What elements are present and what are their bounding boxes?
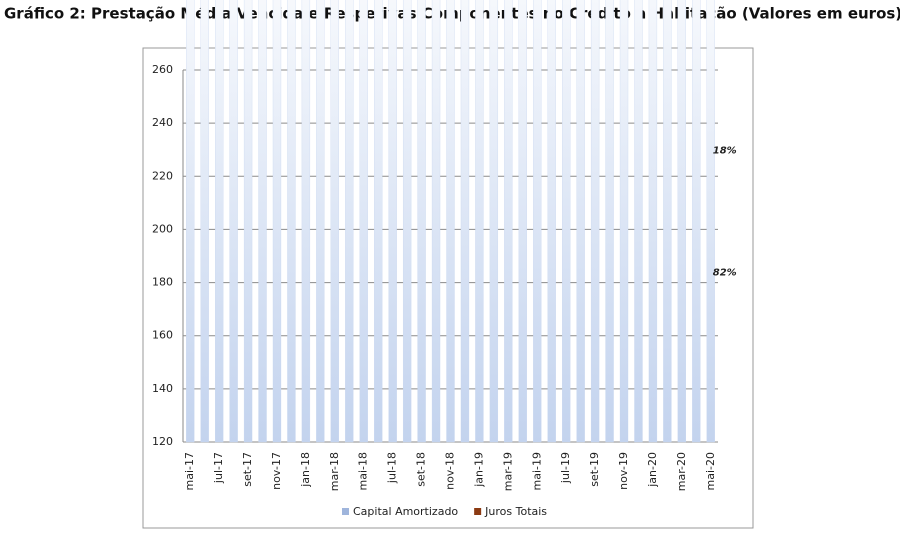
- x-tick-label: mai-18: [357, 452, 370, 490]
- y-tick-label: 240: [152, 116, 173, 129]
- legend-label: Juros Totais: [484, 505, 547, 518]
- y-tick-label: 160: [152, 329, 173, 342]
- x-tick-label: mai-20: [704, 452, 717, 490]
- x-tick-label: jan-20: [646, 452, 659, 488]
- bar-segment: [504, 0, 513, 443]
- bar-segment: [243, 0, 253, 443]
- bar-segment: [417, 0, 426, 443]
- y-tick-label: 140: [152, 382, 173, 395]
- bar-segment: [388, 0, 397, 443]
- legend-swatch: [342, 508, 349, 515]
- bar-segment: [186, 0, 195, 443]
- bar-segment: [489, 0, 499, 443]
- x-tick-label: jan-18: [299, 452, 312, 488]
- x-tick-label: mar-20: [675, 452, 688, 491]
- bar-segment: [692, 0, 701, 443]
- bar-segment: [562, 0, 571, 443]
- x-tick-label: jul-17: [212, 452, 225, 484]
- bar-segment: [214, 0, 224, 443]
- bar-segment: [475, 0, 484, 443]
- bar-segment: [330, 0, 339, 443]
- bar-segment: [431, 0, 441, 443]
- x-tick-label: mai-19: [530, 452, 543, 490]
- y-tick-label: 200: [152, 222, 173, 235]
- bar-segment: [518, 0, 527, 443]
- x-tick-label: jan-19: [472, 452, 485, 488]
- x-tick-label: jul-19: [559, 452, 572, 484]
- legend-swatch: [474, 508, 482, 515]
- x-tick-label: set-18: [415, 452, 428, 487]
- bar-segment: [576, 0, 585, 443]
- x-tick-label: set-19: [588, 452, 601, 487]
- bar-segment: [648, 0, 658, 443]
- x-tick-label: mar-19: [501, 452, 514, 491]
- bar-segment: [345, 0, 354, 443]
- bar-segment: [272, 0, 282, 443]
- bar-segment: [359, 0, 368, 443]
- annotation: 18%: [713, 146, 737, 157]
- bar-segment: [402, 0, 412, 443]
- y-tick-label: 260: [152, 63, 173, 76]
- bar-segment: [634, 0, 643, 443]
- bar-segment: [200, 0, 209, 443]
- x-tick-label: nov-18: [444, 452, 457, 490]
- bar-segment: [677, 0, 687, 443]
- bar-segment: [301, 0, 311, 443]
- x-tick-label: nov-17: [270, 452, 283, 490]
- bar-segment: [619, 0, 629, 443]
- bar-segment: [316, 0, 325, 443]
- bar-segment: [706, 0, 715, 443]
- bar-segment: [258, 0, 267, 443]
- bar-segment: [533, 0, 542, 443]
- bar-segment: [460, 0, 470, 443]
- bar-segment: [663, 0, 672, 443]
- bar-segment: [590, 0, 600, 443]
- x-tick-label: nov-19: [617, 452, 630, 490]
- y-tick-label: 120: [152, 435, 173, 448]
- annotation: 82%: [713, 268, 737, 279]
- bar-segment: [605, 0, 614, 443]
- bar-segment: [287, 0, 296, 443]
- bar-segment: [446, 0, 455, 443]
- x-tick-label: set-17: [241, 452, 254, 487]
- bar-segment: [229, 0, 238, 443]
- x-tick-label: mai-17: [183, 452, 196, 490]
- y-tick-label: 180: [152, 276, 173, 289]
- y-tick-label: 220: [152, 169, 173, 182]
- bar-segment: [547, 0, 556, 443]
- x-tick-label: mar-18: [328, 452, 341, 491]
- legend-label: Capital Amortizado: [353, 505, 458, 518]
- bar-segment: [374, 0, 383, 443]
- x-tick-label: jul-18: [386, 452, 399, 484]
